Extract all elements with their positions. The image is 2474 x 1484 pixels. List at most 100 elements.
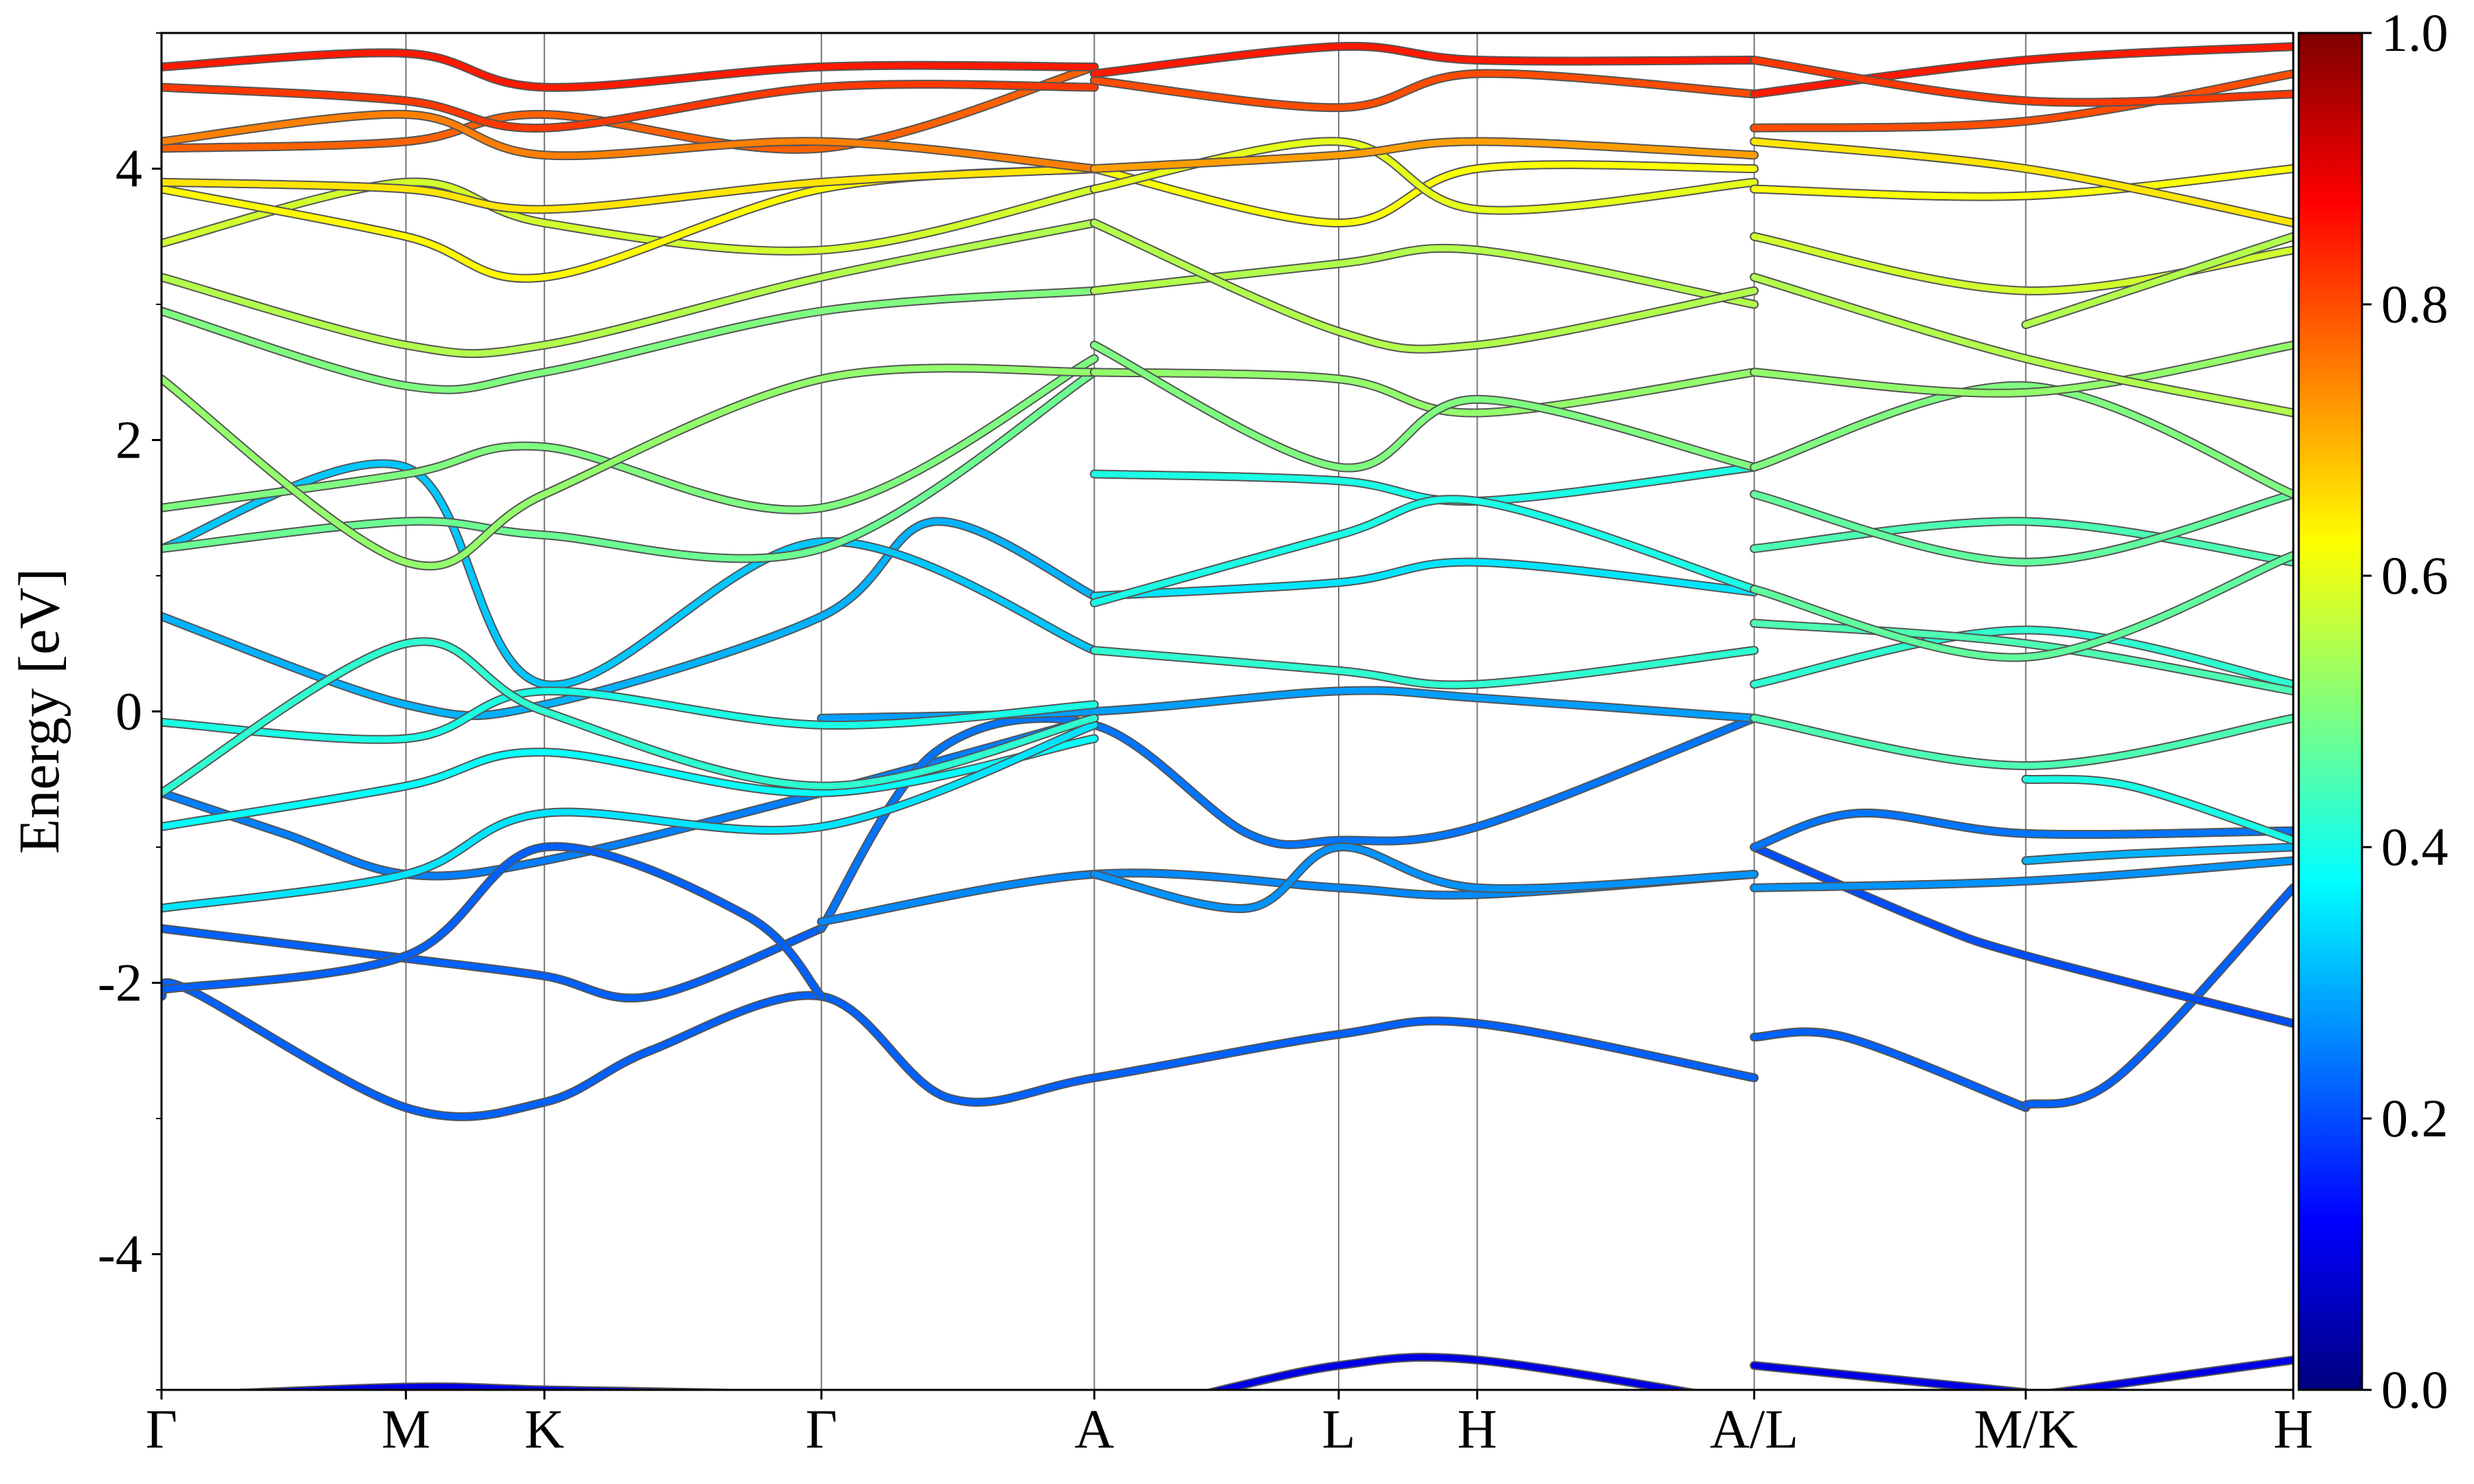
band-line-23 — [161, 688, 1097, 743]
band-line-35 — [161, 355, 1097, 513]
x-tick-label: H — [2273, 1399, 2313, 1460]
band-line-34 — [1751, 552, 2293, 661]
y-tick-label: 4 — [115, 139, 142, 199]
band-line-16 — [2022, 844, 2293, 864]
x-tick-label: M/K — [1974, 1399, 2077, 1460]
band-line-59 — [161, 111, 1097, 172]
band-line-36 — [161, 369, 1097, 562]
band-line-60 — [1091, 70, 1758, 111]
band-line-61 — [1091, 138, 1758, 172]
band-line-1 — [1209, 1354, 1693, 1390]
band-line-51 — [161, 166, 1097, 213]
x-tick-label: Γ — [805, 1399, 837, 1460]
band-line-39 — [161, 220, 1097, 357]
band-line-27 — [1091, 496, 1758, 606]
band-outline — [161, 978, 1759, 1121]
band-line-44 — [1751, 382, 2293, 497]
band-outline — [161, 286, 1099, 394]
band-line-46 — [1751, 274, 2293, 416]
band-line-29 — [1751, 620, 2293, 695]
band-outline — [1089, 243, 1759, 309]
band-outline — [1750, 713, 2293, 770]
band-line-45 — [1751, 341, 2293, 396]
x-tick-label: A — [1074, 1399, 1114, 1460]
band-line-5 — [1751, 1028, 2029, 1111]
band-line-62 — [1091, 43, 1758, 77]
high-symmetry-lines — [405, 33, 2027, 1390]
band-line-21 — [161, 735, 1097, 830]
band-outline — [215, 1382, 764, 1390]
band-line-0 — [246, 1384, 713, 1390]
band-line-30 — [1751, 715, 2293, 769]
band-line-47 — [1751, 233, 2293, 294]
band-line-63 — [1751, 70, 2293, 131]
y-axis-label: Energy [eV] — [8, 568, 71, 854]
band-line-38 — [161, 287, 1097, 393]
band-line-6 — [2022, 884, 2293, 1108]
y-tick-label: 0 — [115, 682, 142, 741]
band-line-11 — [818, 715, 1758, 932]
colorbar-tick-label: 0.0 — [2381, 1360, 2449, 1419]
band-line-19 — [1091, 559, 1758, 600]
band-line-54 — [1751, 166, 2293, 200]
band-line-43 — [1091, 220, 1758, 352]
band-line-3 — [2052, 1357, 2293, 1390]
band-line-57 — [161, 81, 1097, 131]
band-line-25 — [1091, 647, 1758, 688]
colorbar-tick-label: 0.4 — [2381, 817, 2449, 877]
band-line-52 — [1091, 161, 1758, 226]
band-outline — [1750, 517, 2293, 567]
colorbar-tick-label: 0.6 — [2381, 546, 2449, 605]
colorbar-ticks: 0.0 0.2 0.4 0.6 0.8 1.0 — [2362, 3, 2449, 1419]
band-line-2 — [1751, 1362, 2027, 1390]
band-line-4 — [161, 979, 1758, 1120]
band-outline — [1750, 1027, 2031, 1112]
band-line-28 — [1751, 627, 2293, 688]
y-tick-label: -4 — [98, 1224, 142, 1284]
colorbar-tick-label: 1.0 — [2381, 3, 2449, 63]
y-tick-label: -2 — [98, 953, 142, 1013]
band-outline — [1750, 490, 2293, 567]
band-line-18 — [161, 460, 1097, 688]
band-line-40 — [1091, 369, 1758, 416]
band-line-49 — [161, 179, 1097, 254]
band-line-65 — [1751, 57, 2293, 106]
band-line-56 — [161, 63, 1097, 153]
band-line-31 — [2022, 776, 2293, 844]
band-line-41 — [1091, 341, 1758, 471]
band-outline — [161, 218, 1099, 359]
band-line-37 — [161, 365, 1097, 570]
band-line-17 — [161, 518, 1097, 719]
band-lines — [161, 41, 2293, 1390]
band-outline — [2021, 883, 2293, 1110]
band-line-58 — [161, 49, 1097, 91]
x-tick-label: M — [381, 1399, 430, 1460]
band-line-8 — [161, 925, 825, 1002]
x-tick-label: Γ — [146, 1399, 177, 1460]
x-tick-label: L — [1322, 1399, 1356, 1460]
band-line-32 — [1751, 518, 2293, 565]
band-line-10 — [161, 843, 825, 1000]
band-line-48 — [2022, 233, 2293, 328]
band-outline — [1089, 69, 1759, 113]
colorbar-tick-label: 0.8 — [2381, 274, 2449, 334]
x-tick-label: A/L — [1710, 1399, 1798, 1460]
band-line-7 — [1751, 844, 2293, 1027]
x-tick-label: K — [524, 1399, 564, 1460]
band-outline — [1203, 1353, 1701, 1390]
colorbar — [2297, 32, 2363, 1391]
band-line-26 — [1091, 464, 1758, 505]
y-axis-ticks: -4 -2 0 2 4 — [98, 32, 161, 1391]
band-line-9 — [161, 715, 1097, 879]
band-line-64 — [1751, 43, 2293, 98]
band-line-14 — [1751, 809, 2293, 851]
band-outline — [1750, 842, 2293, 1028]
band-line-33 — [1751, 491, 2293, 565]
x-tick-label: H — [1458, 1399, 1497, 1460]
band-line-22 — [161, 721, 1097, 912]
band-line-15 — [1751, 857, 2293, 891]
band-line-55 — [1751, 138, 2293, 226]
x-axis-ticks: Γ M K Γ A L H A/L M/K H — [146, 1390, 2313, 1460]
y-tick-label: 2 — [115, 410, 142, 470]
